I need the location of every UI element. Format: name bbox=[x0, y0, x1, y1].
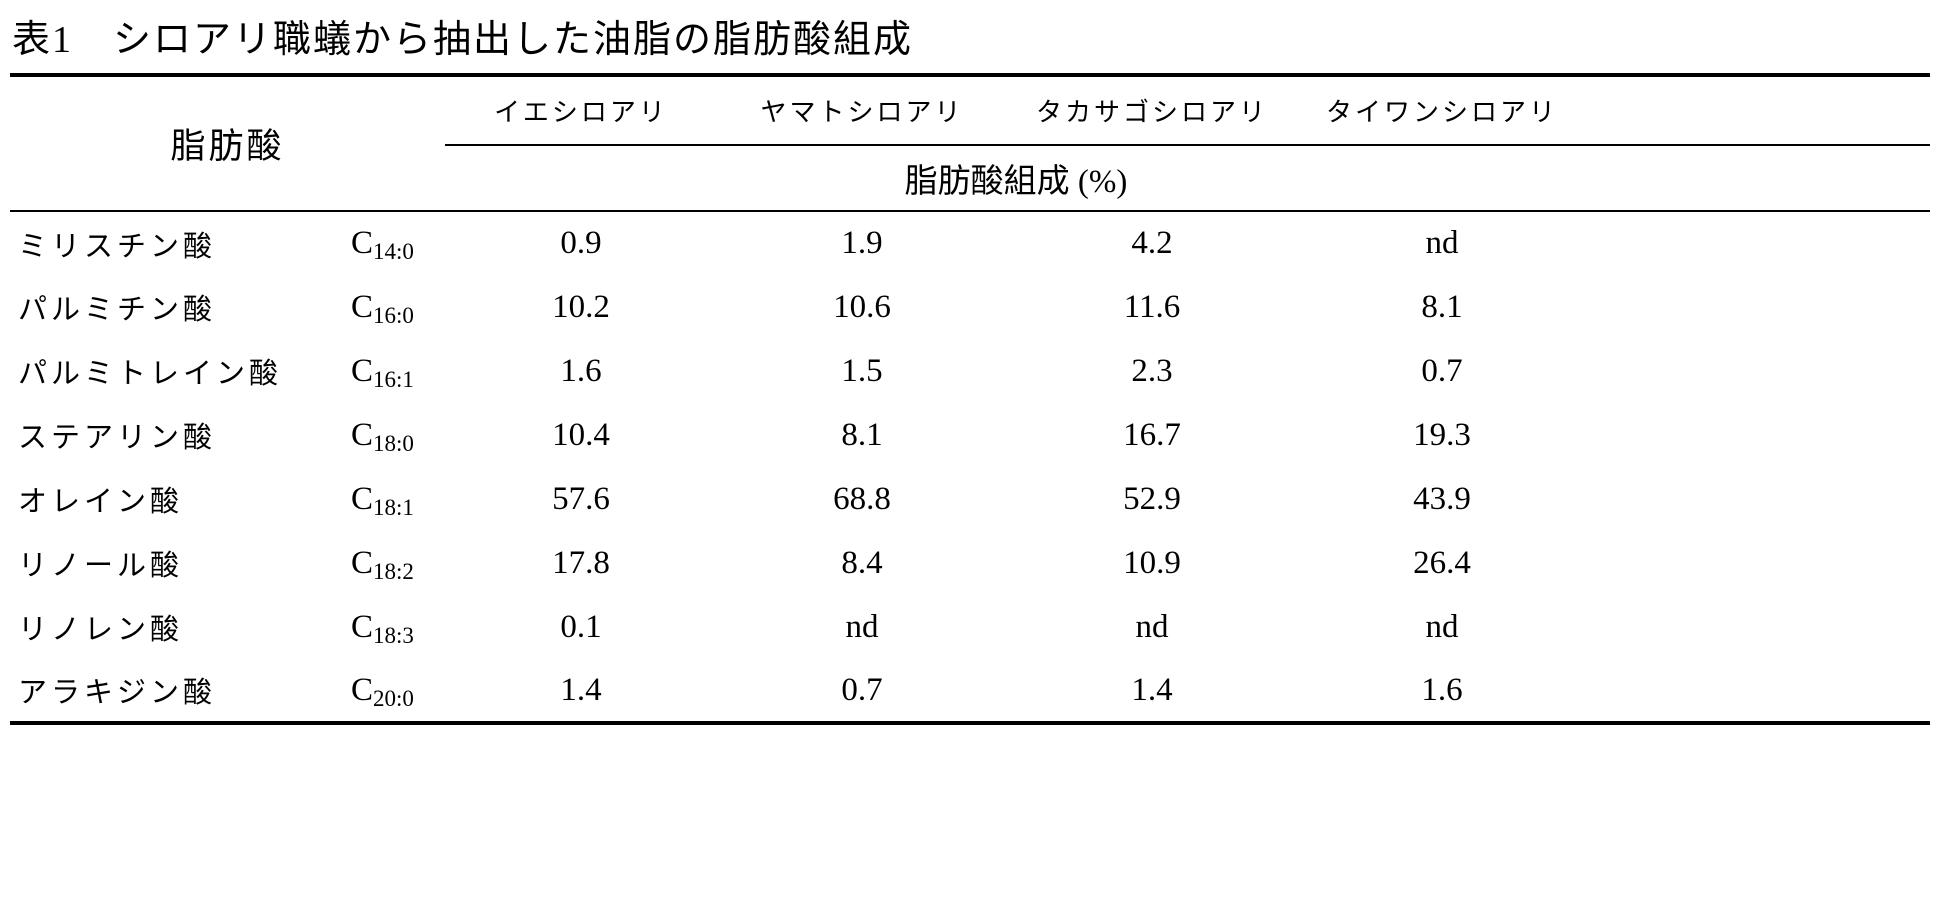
fatty-acid-name: ステアリン酸 bbox=[18, 422, 217, 454]
table-title: 表1 シロアリ職蟻から抽出した油脂の脂肪酸組成 bbox=[12, 19, 914, 61]
carbon-letter: C bbox=[351, 416, 374, 453]
value-cell: 10.9 bbox=[1123, 544, 1181, 581]
carbon-letter: C bbox=[351, 480, 374, 517]
carbon-notation: C16:1 bbox=[345, 339, 445, 403]
value-cell: 1.5 bbox=[841, 352, 883, 389]
value-cell: 16.7 bbox=[1123, 416, 1181, 453]
fatty-acid-name: パルミチン酸 bbox=[18, 294, 217, 326]
value-cell: 8.4 bbox=[841, 544, 883, 581]
table-row: ミリスチン酸 C14:0 0.9 1.9 4.2 nd bbox=[10, 211, 1930, 275]
carbon-notation: C18:3 bbox=[345, 595, 445, 659]
table-row: アラキジン酸 C20:0 1.4 0.7 1.4 1.6 bbox=[10, 659, 1930, 723]
value-cell: nd bbox=[1425, 608, 1459, 645]
table-row: リノレン酸 C18:3 0.1 nd nd nd bbox=[10, 595, 1930, 659]
value-cell: 0.1 bbox=[560, 608, 602, 645]
carbon-subscript: 16:0 bbox=[373, 302, 414, 328]
value-cell: 1.4 bbox=[560, 671, 602, 708]
fatty-acid-name: リノレン酸 bbox=[18, 614, 184, 646]
value-cell: 17.8 bbox=[552, 544, 610, 581]
value-cell: 68.8 bbox=[833, 480, 891, 517]
value-cell: 10.2 bbox=[552, 288, 610, 325]
carbon-notation: C14:0 bbox=[345, 211, 445, 275]
carbon-letter: C bbox=[351, 608, 374, 645]
fatty-acid-header: 脂肪酸 bbox=[10, 75, 446, 212]
value-cell: nd bbox=[845, 608, 879, 645]
value-cell: 0.9 bbox=[560, 225, 602, 261]
filler-cell bbox=[1587, 75, 1931, 146]
table-row: リノール酸 C18:2 17.8 8.4 10.9 26.4 bbox=[10, 531, 1930, 595]
fatty-acid-name: リノール酸 bbox=[18, 550, 184, 582]
fatty-acid-name: アラキジン酸 bbox=[18, 677, 217, 709]
species-header-iesiroari: イエシロアリ bbox=[445, 75, 718, 146]
fatty-acid-name: パルミトレイン酸 bbox=[18, 358, 283, 390]
value-cell: 19.3 bbox=[1413, 416, 1471, 453]
species-header-takasagosiroari: タカサゴシロアリ bbox=[1007, 75, 1298, 146]
table-row: パルミチン酸 C16:0 10.2 10.6 11.6 8.1 bbox=[10, 275, 1930, 339]
carbon-letter: C bbox=[351, 352, 374, 389]
filler-cell bbox=[1587, 145, 1931, 212]
table-row: ステアリン酸 C18:0 10.4 8.1 16.7 19.3 bbox=[10, 403, 1930, 467]
value-cell: 52.9 bbox=[1123, 480, 1181, 517]
value-cell: 1.6 bbox=[1421, 671, 1463, 708]
value-cell: nd bbox=[1135, 608, 1169, 645]
species-header-taiwansiroari: タイワンシロアリ bbox=[1297, 75, 1588, 146]
filler-cell bbox=[1587, 403, 1930, 467]
fatty-acid-table: 脂肪酸 イエシロアリ ヤマトシロアリ タカサゴシロアリ タイワンシロアリ 脂肪酸… bbox=[10, 73, 1931, 725]
carbon-subscript: 20:0 bbox=[373, 685, 414, 711]
value-cell: nd bbox=[1425, 225, 1459, 261]
carbon-notation: C20:0 bbox=[345, 659, 445, 723]
composition-header: 脂肪酸組成 (%) bbox=[445, 145, 1588, 212]
filler-cell bbox=[1587, 531, 1930, 595]
filler-cell bbox=[1587, 339, 1930, 403]
carbon-subscript: 18:3 bbox=[373, 622, 414, 648]
species-header-row: 脂肪酸 イエシロアリ ヤマトシロアリ タカサゴシロアリ タイワンシロアリ bbox=[10, 75, 1931, 212]
value-cell: 1.4 bbox=[1131, 671, 1173, 708]
value-cell: 43.9 bbox=[1413, 480, 1471, 517]
carbon-subscript: 18:1 bbox=[373, 494, 414, 520]
value-cell: 11.6 bbox=[1123, 288, 1181, 325]
value-cell: 8.1 bbox=[1421, 288, 1463, 325]
value-cell: 8.1 bbox=[841, 416, 883, 453]
carbon-subscript: 18:0 bbox=[373, 430, 414, 456]
value-cell: 26.4 bbox=[1413, 544, 1471, 581]
value-cell: 57.6 bbox=[552, 480, 610, 517]
carbon-letter: C bbox=[351, 225, 374, 261]
carbon-subscript: 18:2 bbox=[373, 558, 414, 584]
value-cell: 1.6 bbox=[560, 352, 602, 389]
carbon-subscript: 16:1 bbox=[373, 366, 414, 392]
value-cell: 0.7 bbox=[841, 671, 883, 708]
value-cell: 2.3 bbox=[1131, 352, 1173, 389]
table-body: ミリスチン酸 C14:0 0.9 1.9 4.2 nd パルミチン酸 C16:0… bbox=[10, 211, 1930, 723]
carbon-letter: C bbox=[351, 544, 374, 581]
filler-cell bbox=[1587, 595, 1930, 659]
filler-cell bbox=[1587, 275, 1930, 339]
carbon-notation: C18:1 bbox=[345, 467, 445, 531]
value-cell: 4.2 bbox=[1131, 225, 1173, 261]
carbon-notation: C18:2 bbox=[345, 531, 445, 595]
value-cell: 10.4 bbox=[552, 416, 610, 453]
carbon-subscript: 14:0 bbox=[373, 239, 414, 264]
species-header-yamatosiroari: ヤマトシロアリ bbox=[717, 75, 1008, 146]
value-cell: 0.7 bbox=[1421, 352, 1463, 389]
value-cell: 10.6 bbox=[833, 288, 891, 325]
value-cell: 1.9 bbox=[841, 225, 883, 261]
filler-cell bbox=[1587, 467, 1930, 531]
carbon-letter: C bbox=[351, 288, 374, 325]
table-header: 脂肪酸 イエシロアリ ヤマトシロアリ タカサゴシロアリ タイワンシロアリ 脂肪酸… bbox=[10, 75, 1931, 212]
filler-cell bbox=[1587, 659, 1930, 723]
composition-header-row: 脂肪酸組成 (%) bbox=[10, 145, 1931, 212]
filler-cell bbox=[1587, 211, 1930, 275]
table-row: オレイン酸 C18:1 57.6 68.8 52.9 43.9 bbox=[10, 467, 1930, 531]
table-row: パルミトレイン酸 C16:1 1.6 1.5 2.3 0.7 bbox=[10, 339, 1930, 403]
carbon-notation: C16:0 bbox=[345, 275, 445, 339]
carbon-notation: C18:0 bbox=[345, 403, 445, 467]
fatty-acid-name: オレイン酸 bbox=[18, 486, 184, 518]
fatty-acid-name: ミリスチン酸 bbox=[18, 230, 217, 263]
carbon-letter: C bbox=[351, 671, 374, 708]
